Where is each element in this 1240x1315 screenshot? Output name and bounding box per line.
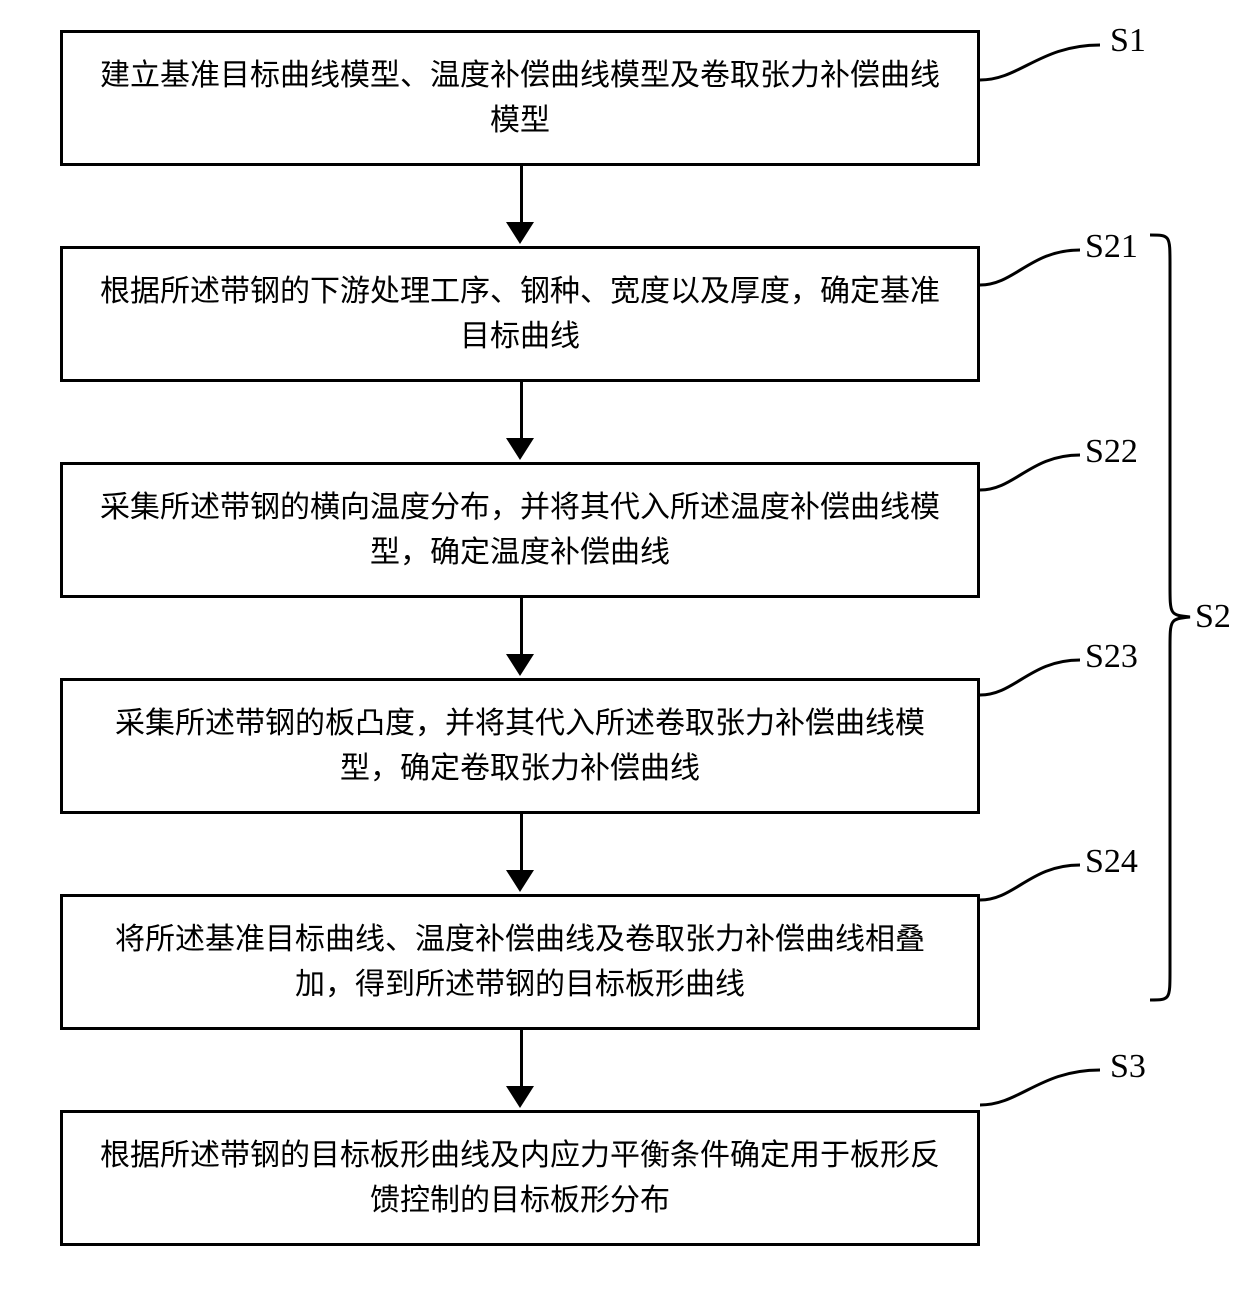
flow-step-s3: 根据所述带钢的目标板形曲线及内应力平衡条件确定用于板形反馈控制的目标板形分布 xyxy=(60,1110,980,1246)
group-brace xyxy=(1150,235,1200,1000)
step-label-s23: S23 xyxy=(1085,638,1138,676)
step-text: 采集所述带钢的横向温度分布，并将其代入所述温度补偿曲线模型，确定温度补偿曲线 xyxy=(93,485,947,575)
flow-step-s1: 建立基准目标曲线模型、温度补偿曲线模型及卷取张力补偿曲线模型 xyxy=(60,30,980,166)
step-label-s1: S1 xyxy=(1110,22,1146,60)
step-label-s3: S3 xyxy=(1110,1048,1146,1086)
connector-s3 xyxy=(980,1055,1120,1125)
flowchart-container: 建立基准目标曲线模型、温度补偿曲线模型及卷取张力补偿曲线模型 根据所述带钢的下游… xyxy=(60,30,980,1246)
step-text: 采集所述带钢的板凸度，并将其代入所述卷取张力补偿曲线模型，确定卷取张力补偿曲线 xyxy=(93,701,947,791)
connector-s21 xyxy=(980,235,1100,305)
flow-step-s22: 采集所述带钢的横向温度分布，并将其代入所述温度补偿曲线模型，确定温度补偿曲线 xyxy=(60,462,980,598)
step-label-s22: S22 xyxy=(1085,433,1138,471)
connector-s24 xyxy=(980,850,1100,920)
step-text: 将所述基准目标曲线、温度补偿曲线及卷取张力补偿曲线相叠加，得到所述带钢的目标板形… xyxy=(93,917,947,1007)
step-label-s21: S21 xyxy=(1085,228,1138,266)
connector-s22 xyxy=(980,440,1100,510)
step-text: 建立基准目标曲线模型、温度补偿曲线模型及卷取张力补偿曲线模型 xyxy=(93,53,947,143)
group-label-s2: S2 xyxy=(1195,598,1231,636)
connector-s1 xyxy=(980,30,1120,100)
flow-step-s24: 将所述基准目标曲线、温度补偿曲线及卷取张力补偿曲线相叠加，得到所述带钢的目标板形… xyxy=(60,894,980,1030)
flow-step-s23: 采集所述带钢的板凸度，并将其代入所述卷取张力补偿曲线模型，确定卷取张力补偿曲线 xyxy=(60,678,980,814)
flow-step-s21: 根据所述带钢的下游处理工序、钢种、宽度以及厚度，确定基准目标曲线 xyxy=(60,246,980,382)
step-text: 根据所述带钢的下游处理工序、钢种、宽度以及厚度，确定基准目标曲线 xyxy=(93,269,947,359)
step-label-s24: S24 xyxy=(1085,843,1138,881)
step-text: 根据所述带钢的目标板形曲线及内应力平衡条件确定用于板形反馈控制的目标板形分布 xyxy=(93,1133,947,1223)
connector-s23 xyxy=(980,645,1100,715)
